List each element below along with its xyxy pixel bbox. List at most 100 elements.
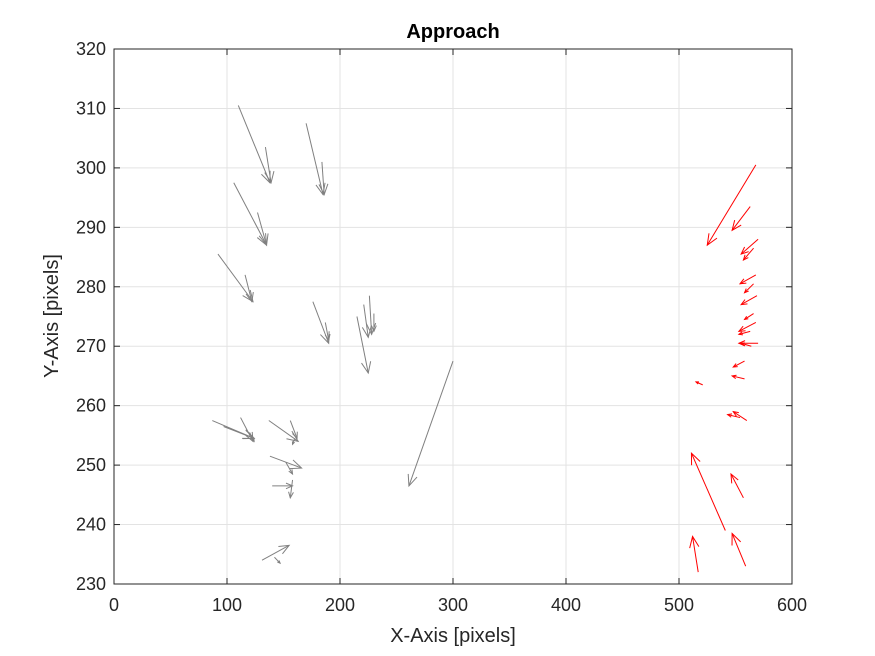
arrow-shaft xyxy=(321,161,325,195)
arrow-series-2 xyxy=(690,452,726,531)
arrow-head xyxy=(726,413,733,418)
arrow-head xyxy=(407,473,418,488)
y-tick-label: 290 xyxy=(76,217,106,237)
arrow-series-2 xyxy=(732,360,745,368)
x-tick-label: 400 xyxy=(551,595,581,615)
arrow-head xyxy=(324,333,331,342)
arrow-head xyxy=(258,233,269,247)
arrow-series-1 xyxy=(289,420,298,440)
arrow-head xyxy=(361,326,372,339)
arrow-series-1 xyxy=(261,544,291,561)
arrow-series-1 xyxy=(305,123,326,196)
arrow-head xyxy=(245,292,254,303)
arrow-series-2 xyxy=(731,206,751,232)
x-tick-label: 300 xyxy=(438,595,468,615)
arrow-shaft xyxy=(289,420,298,439)
arrow-series-2 xyxy=(706,164,757,247)
arrow-shaft xyxy=(740,238,759,255)
arrow-head xyxy=(242,289,254,303)
arrow-series-2 xyxy=(742,247,754,262)
arrow-head xyxy=(689,535,700,549)
arrow-shaft xyxy=(264,147,272,183)
arrow-head xyxy=(289,459,303,470)
arrow-head xyxy=(732,363,738,368)
arrow-head xyxy=(743,288,749,294)
arrow-shaft xyxy=(285,461,293,475)
arrow-head xyxy=(361,361,372,375)
arrow-shaft xyxy=(733,360,745,368)
arrow-head xyxy=(739,342,745,346)
y-tick-label: 320 xyxy=(76,39,106,59)
arrow-shaft xyxy=(741,342,752,347)
arrow-series-2 xyxy=(743,283,754,294)
arrow-series-1 xyxy=(240,417,254,443)
arrow-series-2 xyxy=(731,532,747,567)
arrow-shaft xyxy=(356,316,369,374)
arrow-shaft xyxy=(223,426,255,439)
arrow-series-1 xyxy=(356,316,372,375)
arrow-shaft xyxy=(257,212,268,246)
x-tick-label: 100 xyxy=(212,595,242,615)
arrow-series-2 xyxy=(726,413,741,419)
arrow-shaft xyxy=(408,360,454,487)
arrow-series-2 xyxy=(743,313,754,321)
arrow-shaft xyxy=(305,123,324,195)
arrow-shaft xyxy=(731,533,747,567)
arrow-head xyxy=(740,299,748,306)
arrow-shaft xyxy=(744,313,754,320)
arrow-head xyxy=(318,183,329,196)
arrow-shaft xyxy=(731,375,745,380)
arrow-shaft xyxy=(368,295,373,335)
arrow-shaft xyxy=(738,322,757,332)
arrow-series-2 xyxy=(740,295,758,306)
arrow-series-1 xyxy=(291,438,296,446)
y-axis-label: Y-Axis [pixels] xyxy=(41,254,63,378)
arrow-series-1 xyxy=(217,253,254,303)
arrow-head xyxy=(288,491,294,500)
arrow-series-2 xyxy=(730,472,744,499)
arrow-series-1 xyxy=(361,304,372,339)
arrow-series-2 xyxy=(732,410,748,421)
arrow-series-2 xyxy=(740,238,759,255)
chart-title: Approach xyxy=(406,21,499,43)
arrow-head xyxy=(731,220,742,232)
arrow-series-1 xyxy=(371,313,377,333)
arrow-series-2 xyxy=(737,322,757,332)
x-axis-label: X-Axis [pixels] xyxy=(390,625,516,647)
arrow-series-2 xyxy=(730,374,745,380)
arrow-shaft xyxy=(744,283,754,294)
y-tick-label: 250 xyxy=(76,455,106,475)
arrow-head xyxy=(251,437,255,443)
arrow-head xyxy=(742,254,749,262)
arrow-head xyxy=(245,431,254,443)
arrow-head xyxy=(731,532,742,546)
arrow-head xyxy=(292,431,298,440)
y-tick-label: 300 xyxy=(76,158,106,178)
arrow-head xyxy=(737,331,744,336)
arrow-shaft xyxy=(240,417,254,442)
arrow-shaft xyxy=(324,322,330,341)
arrow-series-1 xyxy=(285,461,294,476)
arrow-shaft xyxy=(730,473,744,499)
arrow-head xyxy=(730,472,739,484)
arrow-head xyxy=(277,560,281,565)
arrow-series-2 xyxy=(689,535,700,573)
arrow-head xyxy=(737,325,746,332)
y-tick-label: 240 xyxy=(76,515,106,535)
arrow-series-1 xyxy=(244,274,254,303)
arrow-series-1 xyxy=(249,432,255,443)
arrow-shaft xyxy=(217,253,254,302)
arrow-head xyxy=(730,374,737,379)
arrow-head xyxy=(315,182,326,196)
arrow-series-2 xyxy=(738,274,757,285)
arrow-head xyxy=(264,170,275,185)
arrow-series-1 xyxy=(264,147,275,185)
arrow-series-1 xyxy=(407,360,454,488)
y-tick-label: 230 xyxy=(76,574,106,594)
arrow-head xyxy=(288,469,294,476)
arrow-series-1 xyxy=(257,212,269,247)
arrow-shaft xyxy=(233,182,267,246)
arrow-head xyxy=(371,325,377,333)
x-tick-label: 200 xyxy=(325,595,355,615)
